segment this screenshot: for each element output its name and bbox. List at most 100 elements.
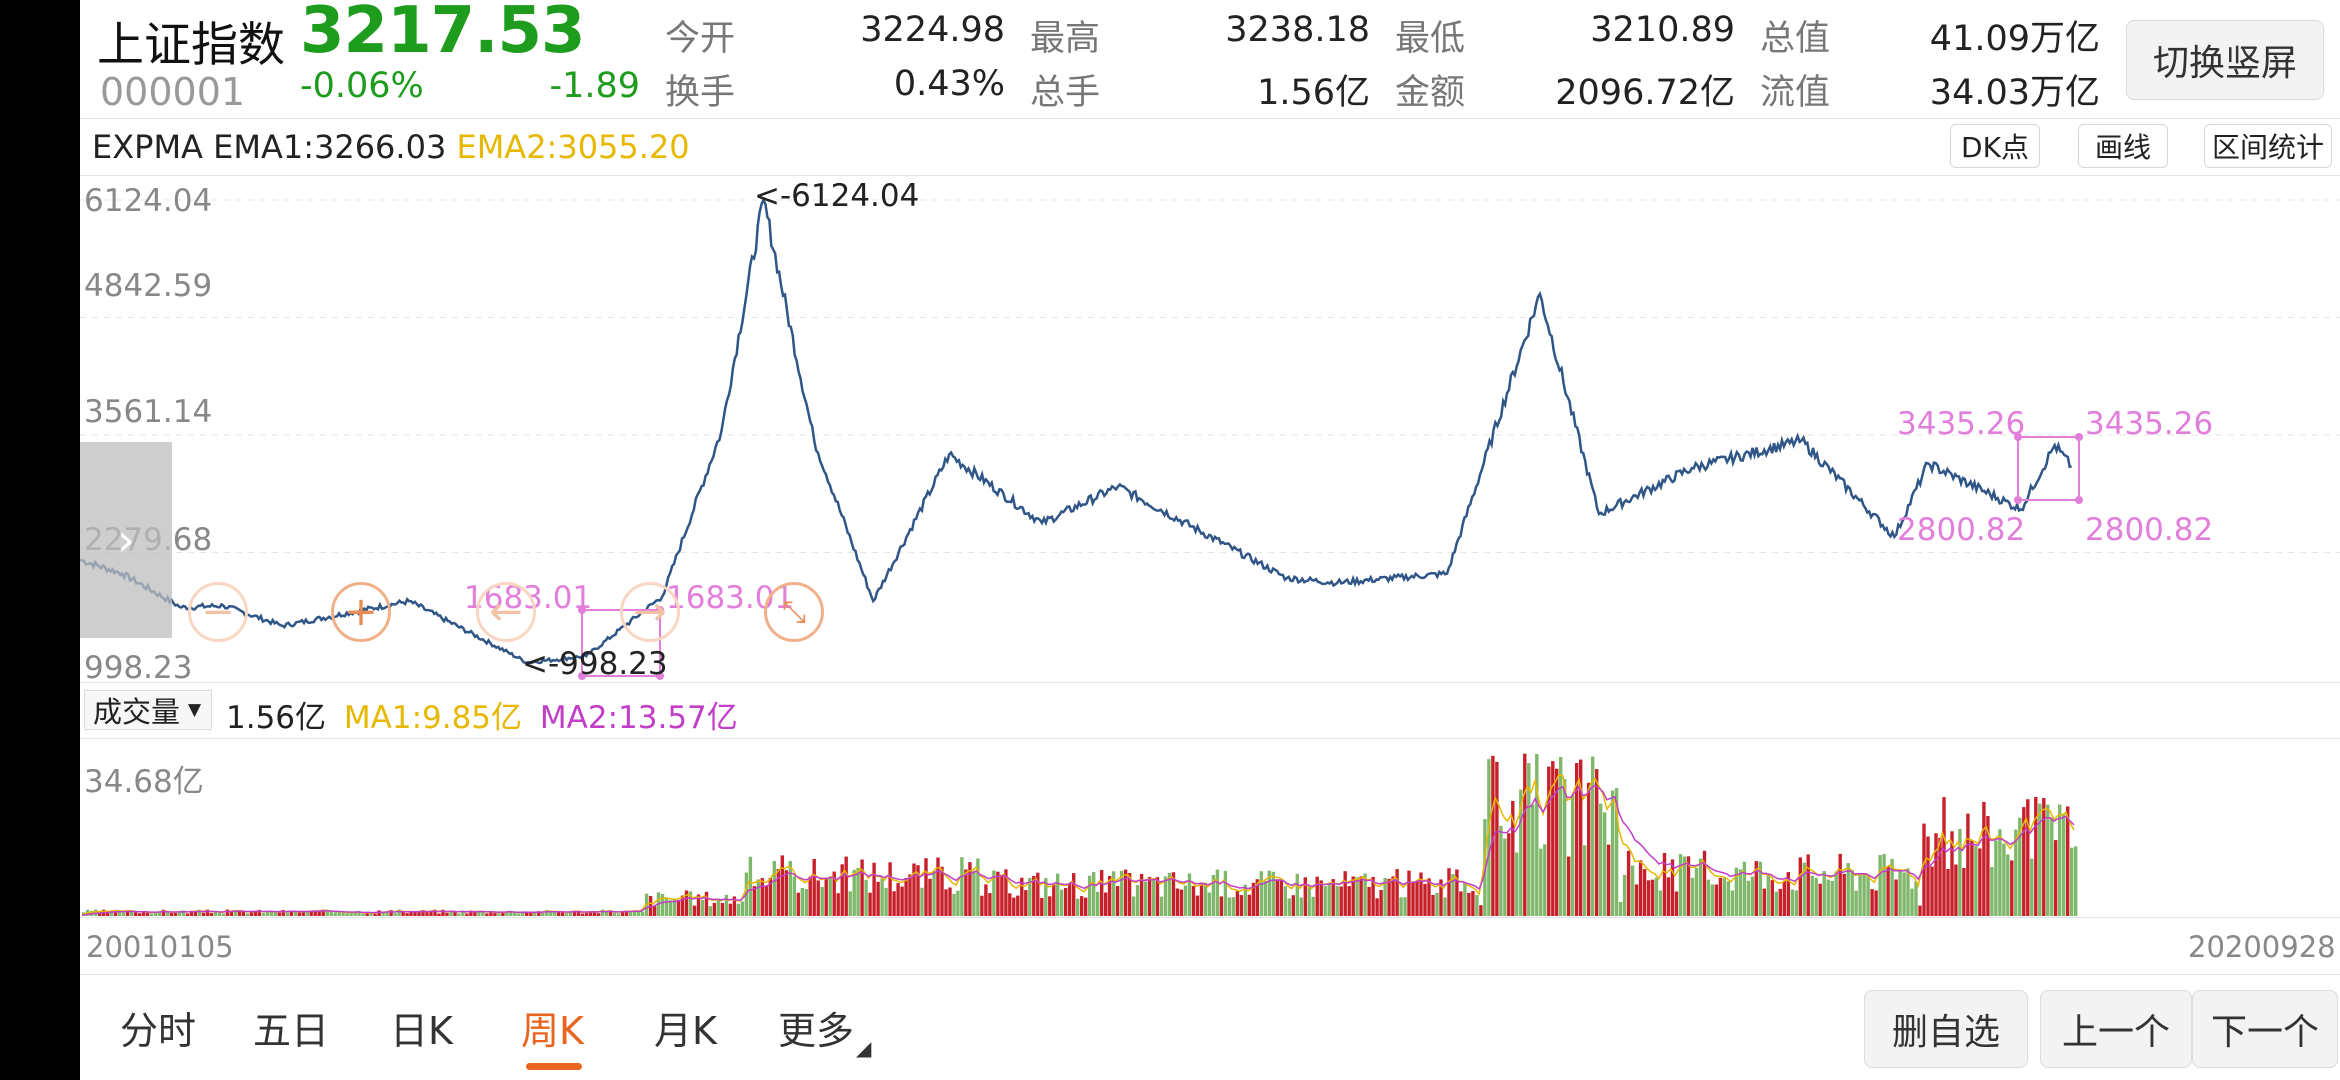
volume-bar — [896, 883, 900, 916]
volume-bar — [840, 864, 844, 916]
volume-bar — [956, 890, 960, 916]
volume-bar — [1319, 880, 1323, 916]
volume-bar — [1898, 870, 1902, 916]
volume-bar — [389, 910, 393, 916]
remove-favorite-button[interactable]: 删自选 — [1864, 990, 2028, 1068]
volume-bar — [1159, 896, 1164, 916]
volume-bar — [704, 891, 709, 916]
tab-daily-k[interactable]: 日K — [390, 1009, 453, 1053]
volume-bar — [1654, 877, 1659, 916]
volume-bar — [1147, 877, 1152, 916]
volume-bar — [924, 858, 928, 916]
volume-bar — [1060, 889, 1064, 916]
volume-bar — [605, 911, 609, 916]
box2-handle[interactable] — [2075, 496, 2083, 504]
tab-more[interactable]: 更多 — [778, 1009, 855, 1053]
volume-bar — [473, 912, 477, 916]
volume-ma2-line — [81, 784, 2075, 917]
volume-bar — [1694, 867, 1699, 916]
pan-left-icon[interactable]: ← — [476, 582, 536, 642]
volume-bar — [1475, 894, 1479, 916]
volume-bar — [800, 888, 804, 916]
volume-bar — [1738, 869, 1743, 916]
box1-handle[interactable] — [578, 606, 586, 614]
volume-bar — [309, 910, 313, 916]
volume-bar — [1734, 867, 1739, 916]
volume-bar — [1100, 870, 1104, 916]
volume-bar — [1702, 850, 1707, 916]
volume-bar — [1902, 872, 1906, 916]
volume-bar — [1403, 897, 1407, 916]
dk-point-button[interactable]: DK点 — [1950, 124, 2040, 168]
volume-bar — [365, 913, 369, 916]
volume-bar — [285, 912, 289, 916]
volume-bar — [2010, 860, 2014, 916]
low-value: 3210.89 — [1590, 10, 1735, 50]
tab-five-day[interactable]: 五日 — [253, 1009, 330, 1053]
volume-bar — [1024, 890, 1028, 916]
amount-label: 金额 — [1395, 73, 1466, 113]
volume-bar — [980, 895, 984, 916]
volume-bar — [2034, 797, 2038, 916]
volume-bar — [1746, 880, 1751, 916]
next-button[interactable]: 下一个 — [2192, 990, 2338, 1068]
volume-bar — [321, 909, 325, 916]
volume-bar — [856, 868, 860, 916]
pan-right-icon[interactable]: → — [620, 582, 680, 642]
draw-line-button[interactable]: 画线 — [2078, 124, 2168, 168]
volume-bar — [1375, 898, 1379, 916]
volume-bar — [844, 856, 848, 916]
volume-bar — [1606, 844, 1611, 916]
volume-bar — [1826, 879, 1830, 916]
box1-handle[interactable] — [578, 672, 586, 680]
volume-bar — [1419, 872, 1423, 916]
volume-bar — [1930, 866, 1934, 916]
tab-intraday[interactable]: 分时 — [120, 1009, 197, 1053]
volume-bar — [712, 902, 717, 916]
box2-handle[interactable] — [2075, 433, 2083, 441]
volume-bar — [1666, 877, 1671, 916]
volume-bar — [409, 911, 413, 916]
range-stats-button[interactable]: 区间统计 — [2204, 124, 2332, 168]
volume-selector[interactable]: 成交量 ▼ — [84, 690, 212, 730]
collapse-icon[interactable]: ⤡ — [764, 582, 824, 642]
zoom-in-icon[interactable]: + — [331, 582, 391, 642]
volume-bar — [181, 910, 186, 916]
volume-bar — [1559, 757, 1563, 916]
turnover-label: 换手 — [665, 73, 736, 113]
volume-bar — [1906, 868, 1910, 916]
volume-bar — [1399, 897, 1403, 916]
volume-bar — [1886, 866, 1890, 916]
volume-bar — [565, 913, 569, 916]
selection-box-2[interactable] — [2017, 436, 2080, 501]
volume-bar — [153, 912, 158, 916]
volume-bar — [137, 913, 142, 916]
volume-bar — [1982, 801, 1986, 916]
volume-bar — [1814, 877, 1818, 916]
volume-bar — [341, 912, 345, 916]
volume-bar — [245, 913, 250, 916]
box2-handle[interactable] — [2014, 496, 2022, 504]
switch-portrait-button[interactable]: 切换竖屏 — [2126, 20, 2324, 100]
volume-bar — [1531, 804, 1535, 916]
tab-monthly-k[interactable]: 月K — [654, 1009, 717, 1053]
volume-bar — [385, 911, 389, 916]
tab-weekly-k[interactable]: 周K — [521, 1009, 584, 1053]
box1-handle[interactable] — [656, 672, 664, 680]
volume-bar — [317, 911, 321, 916]
volume-bar — [888, 862, 892, 916]
box2-handle[interactable] — [2014, 433, 2022, 441]
volume-bar — [2062, 814, 2066, 916]
volume-bar — [113, 909, 118, 916]
previous-button[interactable]: 上一个 — [2040, 990, 2192, 1068]
volume-bar — [421, 910, 425, 916]
volume-bar — [1036, 872, 1040, 916]
volume-bar — [497, 913, 501, 916]
volume-bar — [1934, 833, 1938, 916]
expand-panel-handle[interactable]: › — [80, 442, 172, 638]
volume-bar — [485, 913, 489, 916]
zoom-out-icon[interactable]: − — [188, 582, 248, 642]
volume-top-border — [80, 738, 2340, 739]
